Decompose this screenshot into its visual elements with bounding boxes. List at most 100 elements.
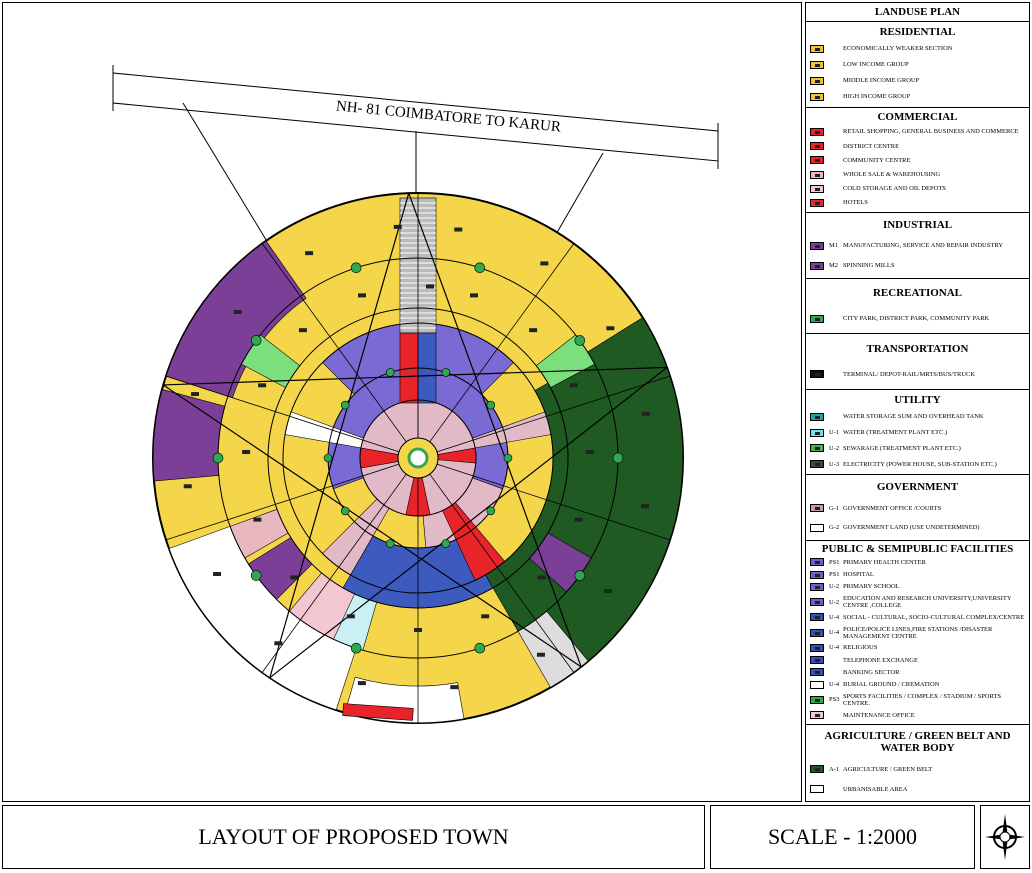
junction [487, 507, 495, 515]
legend-label: GOVERNMENT OFFICE /COURTS [843, 505, 941, 512]
legend-item: COMMUNITY CENTRE [810, 156, 1025, 164]
building-mark [414, 628, 422, 632]
junction [613, 453, 623, 463]
legend-item: TERMINAL/ DEPOT-RAIL/MRTS/BUS/TRUCK [810, 370, 1025, 378]
legend-section: GOVERNMENTG-1GOVERNMENT OFFICE /COURTSG-… [806, 475, 1029, 541]
section-title: TRANSPORTATION [810, 343, 1025, 355]
swatch-mark [815, 145, 820, 148]
building-mark [184, 484, 192, 488]
swatch-mark [815, 48, 820, 51]
swatch-mark [815, 202, 820, 205]
legend-section: COMMERCIALRETAIL SHOPPING, GENERAL BUSIN… [806, 108, 1029, 214]
drawing-title: LAYOUT OF PROPOSED TOWN [2, 805, 705, 869]
building-mark [305, 251, 313, 255]
legend-item: MIDDLE INCOME GROUP [810, 77, 1025, 85]
legend-label: HOSPITAL [843, 571, 874, 578]
legend-swatch [810, 93, 824, 101]
legend-section: PUBLIC & SEMIPUBLIC FACILITIESPS1PRIMARY… [806, 541, 1029, 725]
junction [575, 335, 585, 345]
section-title: RECREATIONAL [810, 287, 1025, 299]
legend-label: DISTRICT CENTRE [843, 143, 899, 150]
section-title: GOVERNMENT [810, 481, 1025, 493]
legend-code: U-4 [829, 614, 843, 621]
legend-swatch [810, 696, 824, 704]
legend-item: U-4SOCIAL - CULTURAL, SOCIO-CULTURAL COM… [810, 613, 1025, 621]
legend-item: HIGH INCOME GROUP [810, 93, 1025, 101]
building-mark [641, 504, 649, 508]
legend-item: BANKING SECTOR [810, 668, 1025, 676]
legend-swatch [810, 598, 824, 606]
building-mark [481, 614, 489, 618]
swatch-mark [815, 586, 820, 589]
legend-swatch [810, 444, 824, 452]
legend-section: RESIDENTIAL ECONOMICALLY WEAKER SECTION LO… [806, 22, 1029, 108]
legend-label: ELECTRICITY (POWER HOUSE, SUB-STATION ET… [843, 461, 997, 468]
legend-label: RETAIL SHOPPING, GENERAL BUSINESS AND CO… [843, 128, 1019, 135]
legend-label: BURIAL GROUND / CREMATION [843, 681, 939, 688]
junction [487, 401, 495, 409]
building-mark [426, 284, 434, 288]
building-mark [253, 518, 261, 522]
building-mark [570, 383, 578, 387]
swatch-mark [815, 80, 820, 83]
building-mark [575, 518, 583, 522]
swatch-mark [815, 188, 820, 191]
legend-code: PS1 [829, 559, 843, 566]
legend-label: WATER STORAGE SUM AND OVERHEAD TANK [843, 413, 984, 420]
legend-code: U-2 [829, 583, 843, 590]
legend-swatch [810, 460, 824, 468]
legend-swatch [810, 711, 824, 719]
section-title: AGRICULTURE / GREEN BELT AND WATER BODY [810, 730, 1025, 754]
legend-label: ECONOMICALLY WEAKER SECTION [843, 45, 952, 52]
building-mark [540, 261, 548, 265]
legend-label: COMMUNITY CENTRE [843, 157, 910, 164]
legend-swatch [810, 185, 824, 193]
building-mark [274, 641, 282, 645]
legend-swatch [810, 315, 824, 323]
building-mark [299, 328, 307, 332]
junction [251, 335, 261, 345]
legend-section: UTILITYWATER STORAGE SUM AND OVERHEAD TA… [806, 390, 1029, 476]
legend-label: RELIGIOUS [843, 644, 877, 651]
legend-label: MIDDLE INCOME GROUP [843, 77, 919, 84]
swatch-mark [815, 601, 820, 604]
swatch-mark [815, 64, 820, 67]
building-mark [394, 225, 402, 229]
legend-swatch [810, 156, 824, 164]
section-title: RESIDENTIAL [810, 26, 1025, 38]
legend-swatch [810, 504, 824, 512]
building-mark [242, 450, 250, 454]
legend-label: TELEPHONE EXCHANGE [843, 657, 918, 664]
section-title: PUBLIC & SEMIPUBLIC FACILITIES [810, 543, 1025, 555]
compass [981, 806, 1029, 868]
building-mark [213, 572, 221, 576]
legend-swatch [810, 429, 824, 437]
legend-label: URBANISABLE AREA [843, 786, 907, 793]
legend-code: U-2 [829, 599, 843, 606]
building-mark [450, 685, 458, 689]
swatch-mark [815, 447, 820, 450]
legend-label: BANKING SECTOR [843, 669, 899, 676]
legend-swatch [810, 128, 824, 136]
legend-label: EDUCATION AND RESEARCH UNIVERSITY,UNIVER… [843, 595, 1025, 609]
legend-code: PS1 [829, 571, 843, 578]
section-title: INDUSTRIAL [810, 219, 1025, 231]
legend-item: U-4BURIAL GROUND / CREMATION [810, 681, 1025, 689]
swatch-mark [815, 318, 820, 321]
building-mark [191, 392, 199, 396]
legend-label: PRIMARY SCHOOL [843, 583, 900, 590]
legend-swatch [810, 370, 824, 378]
legend-section: RECREATIONALCITY PARK, DISTRICT PARK, CO… [806, 279, 1029, 335]
legend-label: LOW INCOME GROUP [843, 61, 909, 68]
building-mark [347, 614, 355, 618]
legend-item: U-3ELECTRICITY (POWER HOUSE, SUB-STATION… [810, 460, 1025, 468]
legend-item: LOW INCOME GROUP [810, 61, 1025, 69]
legend-swatch [810, 45, 824, 53]
building-mark [290, 575, 298, 579]
legend-item: ECONOMICALLY WEAKER SECTION [810, 45, 1025, 53]
